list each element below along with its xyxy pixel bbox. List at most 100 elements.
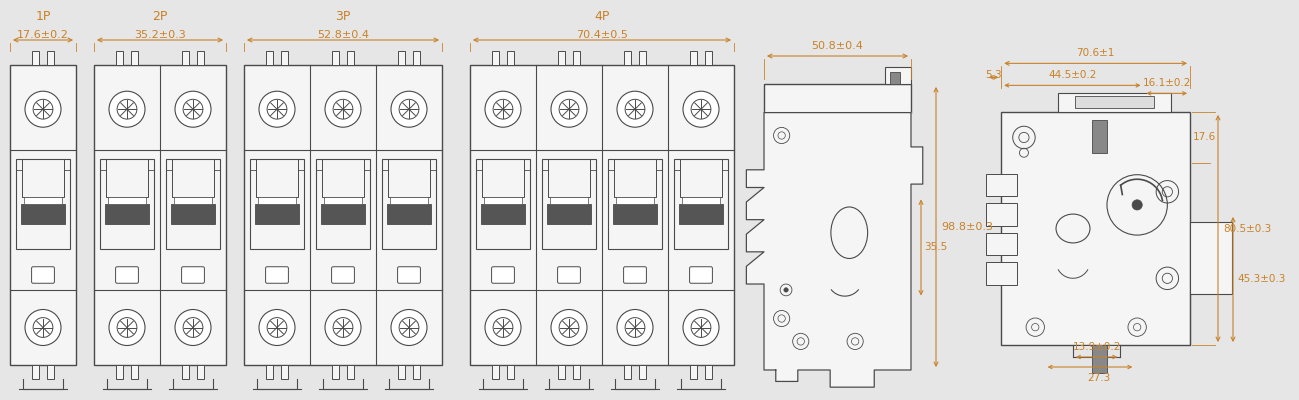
Bar — [47, 365, 55, 379]
Bar — [282, 365, 288, 379]
Circle shape — [683, 310, 720, 346]
FancyBboxPatch shape — [182, 267, 204, 283]
FancyBboxPatch shape — [397, 267, 421, 283]
Circle shape — [617, 91, 653, 127]
Circle shape — [783, 288, 788, 292]
Circle shape — [175, 310, 210, 346]
Bar — [256, 159, 297, 197]
Bar — [1092, 120, 1107, 153]
Bar — [282, 51, 288, 65]
Bar — [316, 159, 370, 249]
Bar — [173, 159, 213, 197]
Text: 98.8±0.3: 98.8±0.3 — [940, 222, 992, 232]
Bar — [639, 365, 647, 379]
Bar — [613, 204, 657, 224]
Circle shape — [485, 310, 521, 346]
Bar — [624, 51, 630, 65]
Text: 35.2±0.3: 35.2±0.3 — [134, 30, 186, 40]
Bar — [681, 159, 721, 197]
FancyBboxPatch shape — [116, 267, 139, 283]
Circle shape — [325, 91, 361, 127]
Bar — [1073, 345, 1120, 357]
Bar — [1092, 345, 1107, 373]
Circle shape — [485, 91, 521, 127]
Bar — [986, 262, 1017, 284]
FancyBboxPatch shape — [557, 267, 581, 283]
Bar — [1190, 222, 1231, 294]
Circle shape — [25, 91, 61, 127]
Bar — [107, 159, 148, 197]
Bar — [47, 51, 55, 65]
FancyBboxPatch shape — [690, 267, 712, 283]
Bar — [891, 72, 900, 84]
Bar — [557, 365, 565, 379]
Text: 80.5±0.3: 80.5±0.3 — [1222, 224, 1272, 234]
Bar — [174, 197, 213, 204]
Text: 52.8±0.4: 52.8±0.4 — [317, 30, 369, 40]
Bar — [986, 233, 1017, 255]
Circle shape — [617, 310, 653, 346]
Bar — [322, 159, 364, 197]
Bar — [166, 159, 220, 249]
Text: 17.6: 17.6 — [1192, 132, 1216, 142]
Bar — [397, 51, 405, 65]
Bar — [508, 365, 514, 379]
Bar — [100, 159, 155, 249]
Text: 17.6±0.2: 17.6±0.2 — [17, 30, 69, 40]
Bar — [10, 65, 77, 365]
Bar — [347, 365, 355, 379]
Circle shape — [259, 91, 295, 127]
Bar — [679, 204, 722, 224]
Bar — [639, 51, 647, 65]
Bar — [616, 197, 655, 204]
Bar — [483, 197, 522, 204]
Bar — [108, 197, 147, 204]
Bar — [265, 365, 273, 379]
Text: 3P: 3P — [335, 10, 351, 23]
Bar — [608, 159, 662, 249]
Bar — [390, 197, 429, 204]
Bar — [682, 197, 721, 204]
Bar — [265, 51, 273, 65]
Text: 45.3±0.3: 45.3±0.3 — [1237, 274, 1286, 284]
FancyBboxPatch shape — [265, 267, 288, 283]
Bar — [573, 365, 581, 379]
Bar — [491, 365, 499, 379]
Bar — [885, 67, 911, 84]
Bar — [413, 365, 421, 379]
Bar — [508, 51, 514, 65]
FancyBboxPatch shape — [491, 267, 514, 283]
Bar — [331, 365, 339, 379]
Text: 2P: 2P — [152, 10, 168, 23]
FancyBboxPatch shape — [31, 267, 55, 283]
Bar — [131, 365, 139, 379]
Bar — [116, 365, 122, 379]
Bar — [347, 51, 355, 65]
Bar — [321, 204, 365, 224]
Text: 44.5±0.2: 44.5±0.2 — [1048, 70, 1096, 80]
Bar — [257, 197, 296, 204]
Bar — [244, 65, 442, 365]
FancyBboxPatch shape — [331, 267, 355, 283]
Text: 16.1±0.2: 16.1±0.2 — [1143, 78, 1191, 88]
Text: 27.3: 27.3 — [1087, 373, 1111, 383]
Bar — [382, 159, 436, 249]
Bar — [690, 365, 696, 379]
Bar — [482, 204, 525, 224]
Bar — [105, 204, 148, 224]
Bar — [705, 365, 712, 379]
Circle shape — [391, 310, 427, 346]
Circle shape — [325, 310, 361, 346]
Bar — [690, 51, 696, 65]
Bar — [1002, 112, 1190, 345]
Bar — [249, 159, 304, 249]
Bar — [323, 197, 362, 204]
Bar — [21, 204, 65, 224]
Text: 50.8±0.4: 50.8±0.4 — [812, 41, 864, 51]
Bar — [705, 51, 712, 65]
Circle shape — [1131, 200, 1142, 210]
Bar — [542, 159, 596, 249]
Text: 4P: 4P — [595, 10, 609, 23]
Circle shape — [109, 91, 145, 127]
Bar — [197, 51, 204, 65]
